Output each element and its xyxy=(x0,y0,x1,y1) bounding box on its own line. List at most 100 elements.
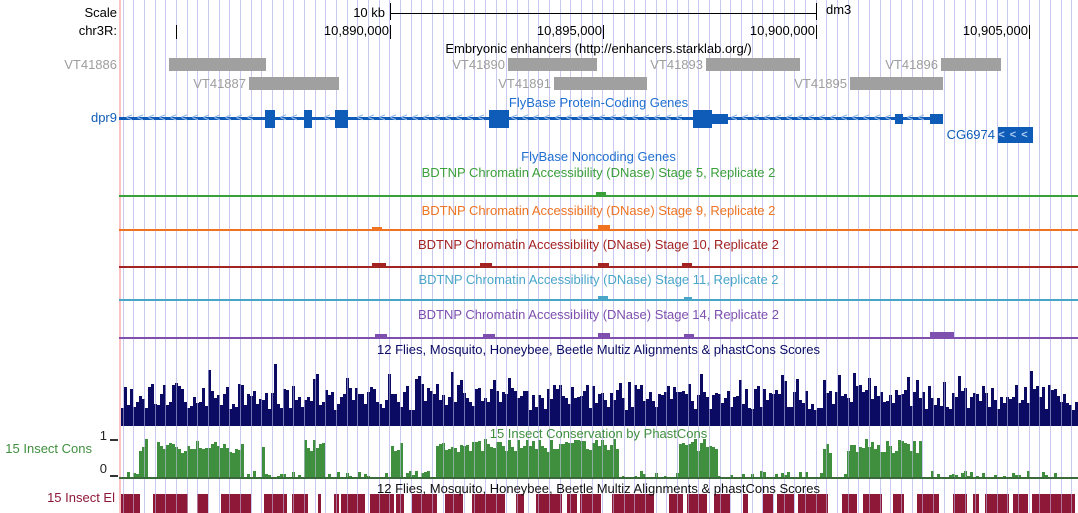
enhancer-label-vt41890[interactable]: VT41890 xyxy=(452,57,505,72)
gene-label-dpr9[interactable]: dpr9 xyxy=(90,110,117,125)
multiz-elements-track-title[interactable]: 12 Flies, Mosquito, Honeybee, Beetle Mul… xyxy=(377,481,820,496)
conserved-element-block[interactable] xyxy=(369,494,394,513)
conserved-element-block[interactable] xyxy=(535,494,563,513)
conserved-element-block[interactable] xyxy=(566,494,578,513)
bdtnp-stage14-track-title[interactable]: BDTNP Chromatin Accessibility (DNase) St… xyxy=(417,307,780,322)
multiz-wiggle-bar xyxy=(730,406,733,426)
conserved-element-block[interactable] xyxy=(153,494,189,513)
conserved-element-block[interactable] xyxy=(841,494,857,513)
gene-dpr9-exon[interactable] xyxy=(265,110,275,128)
multiz-wiggle-bar xyxy=(940,406,943,426)
signal-peak-3 xyxy=(684,297,692,300)
gene-dpr9-line[interactable] xyxy=(119,117,943,120)
signal-baseline-3[interactable] xyxy=(119,299,1078,301)
gene-dpr9-utr-exon[interactable] xyxy=(712,114,728,124)
conserved-element-block[interactable] xyxy=(686,494,707,513)
elements-track-label[interactable]: 15 Insect El xyxy=(47,490,115,505)
guideline xyxy=(954,356,955,426)
conserved-element-block[interactable] xyxy=(291,494,309,513)
enhancer-label-vt41891[interactable]: VT41891 xyxy=(498,76,551,91)
enhancer-label-vt41887[interactable]: VT41887 xyxy=(193,76,246,91)
conserved-element-block[interactable] xyxy=(515,494,525,513)
signal-baseline-2[interactable] xyxy=(119,266,1078,268)
signal-baseline-4[interactable] xyxy=(119,337,1078,339)
conserved-element-block[interactable] xyxy=(341,494,366,513)
conserved-element-block[interactable] xyxy=(743,494,749,513)
conserved-element-block[interactable] xyxy=(713,494,730,513)
conserved-element-block[interactable] xyxy=(862,494,882,513)
guideline xyxy=(357,356,358,426)
multiz-wiggle-bar xyxy=(241,384,244,426)
conserved-element-block[interactable] xyxy=(973,494,979,513)
guideline xyxy=(698,494,699,513)
enhancers-track-title[interactable]: Embryonic enhancers (http://enhancers.st… xyxy=(445,41,752,56)
guideline xyxy=(400,0,401,513)
gene-dpr9-exon[interactable] xyxy=(489,110,509,128)
enhancer-label-vt41886[interactable]: VT41886 xyxy=(64,57,117,72)
gene-cg6974-box[interactable]: <<< xyxy=(998,127,1033,143)
phastcons-baseline[interactable] xyxy=(119,477,1078,479)
conserved-element-block[interactable] xyxy=(318,494,322,513)
enhancer-item-vt41893[interactable] xyxy=(706,58,800,71)
signal-baseline-0[interactable] xyxy=(119,195,1078,197)
guideline xyxy=(688,0,689,513)
enhancer-label-vt41893[interactable]: VT41893 xyxy=(650,57,703,72)
enhancer-item-vt41895[interactable] xyxy=(850,77,943,90)
conserved-element-block[interactable] xyxy=(917,494,940,513)
conserved-element-block[interactable] xyxy=(396,494,404,513)
signal-peak-4 xyxy=(483,334,495,338)
enhancer-item-vt41886[interactable] xyxy=(169,58,266,71)
conserved-element-block[interactable] xyxy=(412,494,437,513)
conserved-element-block[interactable] xyxy=(612,494,655,513)
conserved-element-block[interactable] xyxy=(798,494,828,513)
phastcons-wiggle-bar xyxy=(967,476,970,477)
phastcons-track-title[interactable]: 15 Insect Conservation by PhastCons xyxy=(489,426,708,441)
conserved-element-block[interactable] xyxy=(220,494,251,513)
signal-baseline-1[interactable] xyxy=(119,229,1078,231)
enhancer-item-vt41896[interactable] xyxy=(941,58,1001,71)
phastcons-wiggle-bar xyxy=(589,450,592,477)
gene-dpr9-utr-exon[interactable] xyxy=(895,114,903,124)
gene-dpr9-exon[interactable] xyxy=(304,110,312,128)
enhancer-label-vt41896[interactable]: VT41896 xyxy=(885,57,938,72)
enhancer-item-vt41891[interactable] xyxy=(554,77,647,90)
bdtnp-stage11-track-title[interactable]: BDTNP Chromatin Accessibility (DNase) St… xyxy=(418,272,779,287)
flybase-noncoding-track-title[interactable]: FlyBase Noncoding Genes xyxy=(521,149,676,164)
multiz-wiggle-bar xyxy=(817,408,820,426)
conserved-element-block[interactable] xyxy=(762,494,774,513)
phastcons-track-label[interactable]: 15 Insect Cons xyxy=(5,441,92,456)
enhancer-label-vt41895[interactable]: VT41895 xyxy=(794,76,847,91)
conserved-element-block[interactable] xyxy=(668,494,684,513)
multiz-wiggle-bar xyxy=(259,398,262,426)
conserved-element-block[interactable] xyxy=(264,494,288,513)
conserved-element-block[interactable] xyxy=(197,494,208,513)
phastcons-wiggle-bar xyxy=(358,472,361,477)
gene-dpr9-exon[interactable] xyxy=(693,110,712,128)
conserved-element-block[interactable] xyxy=(1032,494,1076,513)
multiz-wiggle-bar xyxy=(805,391,808,426)
conserved-element-block[interactable] xyxy=(952,494,968,513)
guideline xyxy=(741,494,742,513)
conserved-element-block[interactable] xyxy=(1012,494,1029,513)
multiz-wiggle-bar xyxy=(406,386,409,426)
bdtnp-stage5-track-title[interactable]: BDTNP Chromatin Accessibility (DNase) St… xyxy=(421,165,776,180)
bdtnp-stage9-track-title[interactable]: BDTNP Chromatin Accessibility (DNase) St… xyxy=(421,203,776,218)
conserved-element-block[interactable] xyxy=(472,494,506,513)
conserved-element-block[interactable] xyxy=(121,494,141,513)
gene-dpr9-utr-exon[interactable] xyxy=(930,114,943,124)
conserved-element-block[interactable] xyxy=(893,494,905,513)
conserved-element-block[interactable] xyxy=(580,494,602,513)
enhancer-item-vt41890[interactable] xyxy=(508,58,597,71)
guideline xyxy=(229,0,230,513)
conserved-element-block[interactable] xyxy=(777,494,795,513)
guideline xyxy=(858,356,859,426)
gene-label-cg6974[interactable]: CG6974 xyxy=(946,127,995,142)
flybase-coding-track-title[interactable]: FlyBase Protein-Coding Genes xyxy=(508,95,689,110)
enhancer-item-vt41887[interactable] xyxy=(249,77,339,90)
phastcons-wiggle-bar xyxy=(460,445,463,477)
bdtnp-stage10-track-title[interactable]: BDTNP Chromatin Accessibility (DNase) St… xyxy=(417,237,780,252)
guideline xyxy=(709,494,710,513)
phastcons-wiggle-bar xyxy=(445,449,448,477)
gene-dpr9-exon[interactable] xyxy=(335,110,348,128)
multiz-track-title[interactable]: 12 Flies, Mosquito, Honeybee, Beetle Mul… xyxy=(377,342,820,357)
